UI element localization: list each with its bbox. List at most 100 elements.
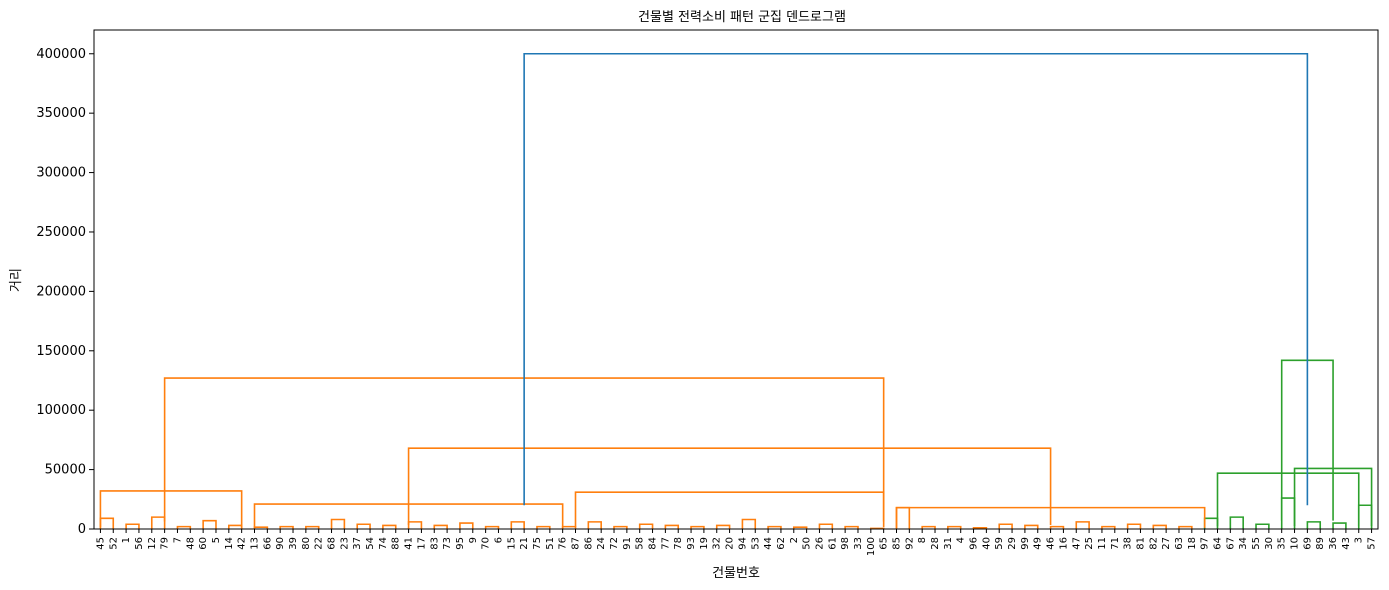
dendrogram-top-link-2 xyxy=(574,491,885,528)
leaf-label-21: 54 xyxy=(365,537,376,550)
dendrogram-link-29 xyxy=(844,525,859,529)
leaf-label-90: 55 xyxy=(1251,537,1262,550)
dendrogram-link-26 xyxy=(767,525,782,529)
leaf-label-20: 37 xyxy=(352,537,363,550)
leaf-label-54: 2 xyxy=(789,537,800,543)
dendrogram-link-38 xyxy=(1075,521,1090,529)
leaf-label-14: 90 xyxy=(275,537,286,550)
leaf-label-49: 20 xyxy=(725,537,736,550)
leaf-label-22: 74 xyxy=(378,537,389,550)
y-tick-label-3: 150000 xyxy=(36,344,86,359)
dendrogram-link-3 xyxy=(176,525,192,529)
dendrogram-link-41 xyxy=(1152,524,1167,529)
dendrogram-link-0 xyxy=(99,517,115,529)
leaf-label-69: 40 xyxy=(981,537,992,550)
leaf-label-8: 60 xyxy=(198,537,209,550)
leaf-label-4: 12 xyxy=(147,537,158,550)
leaf-label-18: 68 xyxy=(327,537,338,550)
leaf-label-17: 22 xyxy=(314,537,325,550)
leaf-label-73: 49 xyxy=(1033,537,1044,550)
leaf-label-31: 6 xyxy=(493,537,504,543)
dendrogram-link-33 xyxy=(947,525,962,529)
y-tick-label-8: 400000 xyxy=(36,47,86,62)
leaf-label-48: 32 xyxy=(712,537,723,550)
leaf-label-12: 13 xyxy=(250,537,261,550)
dendrogram-link-20 xyxy=(613,525,628,529)
leaf-label-5: 79 xyxy=(160,537,171,550)
leaf-label-3: 56 xyxy=(134,537,145,550)
leaf-label-63: 92 xyxy=(904,537,915,550)
leaf-label-65: 28 xyxy=(930,537,941,550)
dendrogram-link-10 xyxy=(356,523,371,529)
leaf-label-86: 97 xyxy=(1200,537,1211,550)
dendrogram-link-2 xyxy=(150,516,166,529)
dendrogram-link-11 xyxy=(382,524,397,529)
leaf-label-67: 4 xyxy=(956,537,967,543)
dendrogram-link-27 xyxy=(792,526,808,529)
dendrogram-link-19 xyxy=(587,521,602,529)
leaf-label-29: 9 xyxy=(468,537,479,543)
leaf-label-11: 42 xyxy=(237,537,248,550)
chart-title: 건물별 전력소비 패턴 군집 덴드로그램 xyxy=(638,10,846,25)
leaf-label-53: 62 xyxy=(776,537,787,550)
leaf-label-96: 36 xyxy=(1328,537,1339,550)
dendrogram-link-48 xyxy=(1332,522,1347,529)
y-tick-label-1: 50000 xyxy=(45,463,86,478)
leaf-label-95: 89 xyxy=(1315,537,1326,550)
dendrogram-top-link-9 xyxy=(523,52,1309,506)
leaf-label-13: 66 xyxy=(262,537,273,550)
y-tick-label-0: 0 xyxy=(78,522,86,537)
leaf-label-99: 57 xyxy=(1367,537,1378,550)
leaf-label-85: 18 xyxy=(1187,537,1198,550)
dendrogram-link-6 xyxy=(253,526,269,529)
leaf-label-76: 47 xyxy=(1071,537,1082,550)
y-axis: 0 50000 100000 150000 200000 250000 300000 3500… xyxy=(36,47,94,537)
leaf-label-56: 26 xyxy=(814,537,825,550)
dendrogram-link-37 xyxy=(1049,525,1065,529)
y-tick-label-4: 200000 xyxy=(36,284,86,299)
dendrogram-link-5 xyxy=(228,524,243,529)
dendrogram-link-40 xyxy=(1126,523,1142,529)
leaf-label-0: 45 xyxy=(95,537,106,550)
leaf-label-24: 41 xyxy=(404,537,415,550)
leaf-label-2: 1 xyxy=(121,537,132,543)
dendrogram-link-8 xyxy=(305,525,320,529)
leaf-label-15: 39 xyxy=(288,537,299,550)
leaf-label-27: 73 xyxy=(442,537,453,550)
y-axis-label: 거리 xyxy=(9,268,24,292)
leaf-label-25: 17 xyxy=(416,537,427,550)
leaf-label-33: 21 xyxy=(519,537,530,550)
leaf-label-51: 53 xyxy=(750,537,761,550)
leaf-label-93: 10 xyxy=(1290,537,1301,550)
leaf-label-36: 76 xyxy=(558,537,569,550)
leaf-label-61: 65 xyxy=(879,537,890,550)
leaf-label-62: 85 xyxy=(892,537,903,550)
dendrogram-link-49 xyxy=(1357,504,1373,529)
leaf-label-9: 5 xyxy=(211,537,222,543)
leaf-label-47: 19 xyxy=(699,537,710,550)
leaf-label-72: 99 xyxy=(1020,537,1031,550)
leaf-label-38: 86 xyxy=(583,537,594,550)
dendrogram-link-4 xyxy=(202,519,217,529)
x-axis-label: 건물번호 xyxy=(712,566,760,581)
leaf-label-57: 61 xyxy=(827,537,838,550)
leaf-label-34: 75 xyxy=(532,537,543,550)
leaf-label-52: 44 xyxy=(763,537,774,550)
dendrogram-link-21 xyxy=(638,523,654,529)
leaf-label-64: 8 xyxy=(917,537,928,543)
dendrogram-link-42 xyxy=(1178,525,1193,529)
dendrogram-link-32 xyxy=(921,525,936,529)
dendrogram-link-18 xyxy=(561,525,577,529)
leaf-label-71: 29 xyxy=(1007,537,1018,550)
leaf-label-7: 48 xyxy=(185,537,196,550)
dendrogram-top-link-6 xyxy=(1216,472,1360,527)
dendrogram-link-14 xyxy=(459,522,474,529)
leaf-label-39: 24 xyxy=(596,537,607,550)
dendrogram-link-15 xyxy=(484,525,500,529)
leaf-label-94: 69 xyxy=(1302,537,1313,550)
leaf-label-1: 52 xyxy=(108,537,119,550)
dendrogram-link-17 xyxy=(536,525,551,529)
dendrogram-link-34 xyxy=(972,527,988,529)
leaf-label-41: 91 xyxy=(622,537,633,550)
dendrogram-link-23 xyxy=(690,525,705,529)
